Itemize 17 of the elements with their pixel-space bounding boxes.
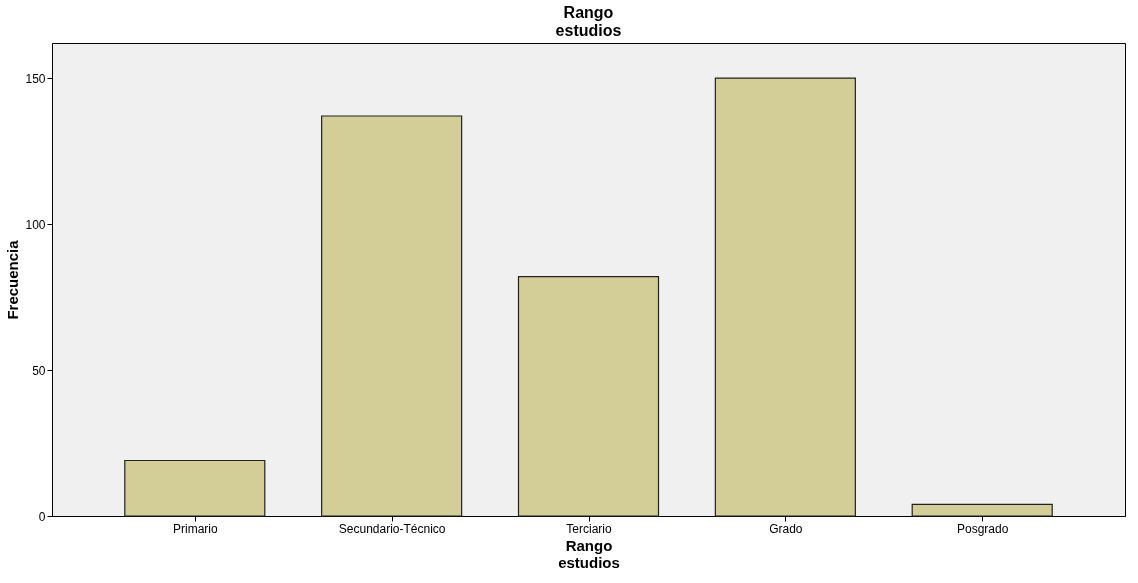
chart-title: Rango estudios [555, 4, 622, 39]
x-tick-label: Posgrado [957, 521, 1009, 536]
y-tick-label: 50 [32, 363, 46, 378]
y-tick-label: 0 [38, 509, 46, 524]
x-tick-label: Secundario-Técnico [338, 521, 446, 536]
x-axis-title: Rango estudios [558, 536, 620, 571]
x-tick-label: Grado [769, 521, 803, 536]
x-tick-label: Terciario [566, 521, 612, 536]
y-tick-label: 100 [25, 217, 46, 232]
bar [714, 77, 856, 517]
bar [321, 115, 463, 517]
bar [124, 459, 266, 517]
x-tick-label: Primario [172, 521, 218, 536]
y-axis-title: Frecuencia [4, 239, 22, 320]
y-tick-label: 150 [25, 71, 46, 86]
bar [911, 503, 1053, 517]
bar [517, 275, 660, 517]
